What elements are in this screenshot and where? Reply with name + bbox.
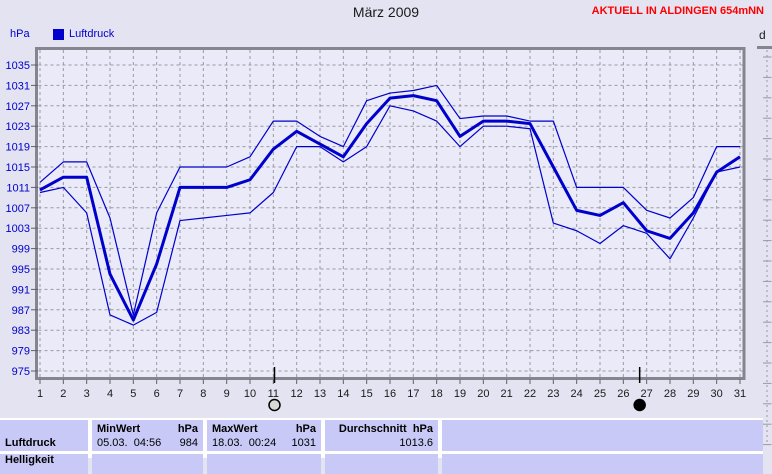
y-tick-label: 979 — [12, 346, 30, 358]
x-tick-label: 1 — [37, 388, 43, 400]
x-tick-label: 5 — [130, 388, 136, 400]
stats-cell-min: MinWert hPa 05.03. 04:56 984 — [92, 420, 203, 451]
x-tick-label: 8 — [200, 388, 206, 400]
x-tick-label: 21 — [501, 388, 513, 400]
y-tick-label: 995 — [12, 264, 30, 276]
series-avg-line — [39, 94, 741, 322]
y-tick-label: 1019 — [6, 142, 30, 154]
x-tick-label: 17 — [407, 388, 419, 400]
x-tick-label: 12 — [291, 388, 303, 400]
y-tick-label: 1031 — [6, 80, 30, 92]
legend-swatch-icon — [53, 28, 64, 40]
x-tick-label: 3 — [84, 388, 90, 400]
page-title: März 2009 — [352, 4, 420, 20]
adjacent-panel-label: d — [759, 28, 766, 42]
x-tick-label: 13 — [314, 388, 326, 400]
min-header: MinWert — [97, 423, 141, 435]
x-tick-label: 26 — [617, 388, 629, 400]
pressure-line-chart: 9759799839879919959991003100710111015101… — [6, 28, 772, 446]
average-value: 1013.6 — [399, 437, 433, 449]
y-tick-label: 999 — [12, 244, 30, 256]
y-axis-unit-label: hPa — [10, 28, 30, 40]
adjacent-panel-frame — [757, 46, 772, 49]
x-tick-label: 9 — [224, 388, 230, 400]
stats-cell-max: MaxWert hPa 18.03. 00:24 1031 — [207, 420, 321, 451]
next-row-cell — [207, 454, 321, 474]
x-tick-label: 19 — [454, 388, 466, 400]
x-tick-label: 18 — [431, 388, 443, 400]
next-sensor-cell: Helligkeit — [0, 454, 88, 474]
x-tick-label: 2 — [60, 388, 66, 400]
next-row-cell — [442, 454, 763, 474]
x-tick-label: 31 — [734, 388, 746, 400]
station-alert-label: AKTUELL IN ALDINGEN 654mNN — [591, 5, 764, 17]
x-tick-label: 23 — [547, 388, 559, 400]
x-tick-label: 6 — [154, 388, 160, 400]
series-max-line — [39, 84, 740, 316]
y-tick-label: 975 — [12, 366, 30, 378]
max-unit: hPa — [295, 423, 316, 435]
min-unit: hPa — [177, 423, 198, 435]
x-tick-label: 20 — [477, 388, 489, 400]
stats-cell-empty — [442, 420, 763, 451]
y-tick-label: 1003 — [6, 223, 30, 235]
next-row-cell — [325, 454, 438, 474]
x-tick-label: 10 — [244, 388, 256, 400]
x-tick-label: 22 — [524, 388, 536, 400]
x-tick-label: 15 — [361, 388, 373, 400]
y-tick-label: 1035 — [6, 60, 30, 72]
y-tick-label: 987 — [12, 305, 30, 317]
min-datetime: 05.03. 04:56 — [97, 437, 162, 449]
x-tick-label: 27 — [641, 388, 653, 400]
y-tick-label: 1015 — [6, 162, 30, 174]
x-tick-label: 16 — [384, 388, 396, 400]
next-row-cell — [92, 454, 203, 474]
max-datetime: 18.03. 00:24 — [212, 437, 277, 449]
x-tick-label: 24 — [571, 388, 583, 400]
stats-cell-average: Durchschnitt hPa 1013.6 — [325, 420, 438, 451]
y-tick-label: 991 — [12, 284, 30, 296]
y-tick-label: 1007 — [6, 203, 30, 215]
x-tick-label: 30 — [711, 388, 723, 400]
sensor-row-label: Luftdruck — [5, 437, 56, 449]
min-value: 984 — [179, 437, 198, 449]
x-tick-label: 14 — [337, 388, 349, 400]
y-tick-label: 1023 — [6, 121, 30, 133]
max-value: 1031 — [291, 437, 316, 449]
x-tick-label: 29 — [687, 388, 699, 400]
x-tick-label: 7 — [177, 388, 183, 400]
next-sensor-row-label: Helligkeit — [5, 454, 54, 466]
legend-label: Luftdruck — [69, 28, 115, 40]
full-moon-icon — [268, 398, 281, 412]
y-tick-label: 1027 — [6, 101, 30, 113]
weather-month-page: { "header": { "title": "März 2009", "sta… — [0, 4, 772, 474]
y-tick-label: 1011 — [6, 182, 30, 194]
series-min-line — [39, 105, 741, 326]
max-header: MaxWert — [212, 423, 258, 435]
stats-cell-sensor: Luftdruck — [0, 420, 88, 451]
x-tick-label: 11 — [268, 388, 279, 400]
x-tick-label: 4 — [107, 388, 113, 400]
average-header: Durchschnitt hPa — [338, 423, 433, 435]
new-moon-icon — [633, 398, 646, 412]
x-tick-label: 25 — [594, 388, 606, 400]
chart-legend: Luftdruck — [53, 28, 114, 40]
y-tick-label: 983 — [12, 325, 30, 337]
x-tick-label: 28 — [664, 388, 676, 400]
